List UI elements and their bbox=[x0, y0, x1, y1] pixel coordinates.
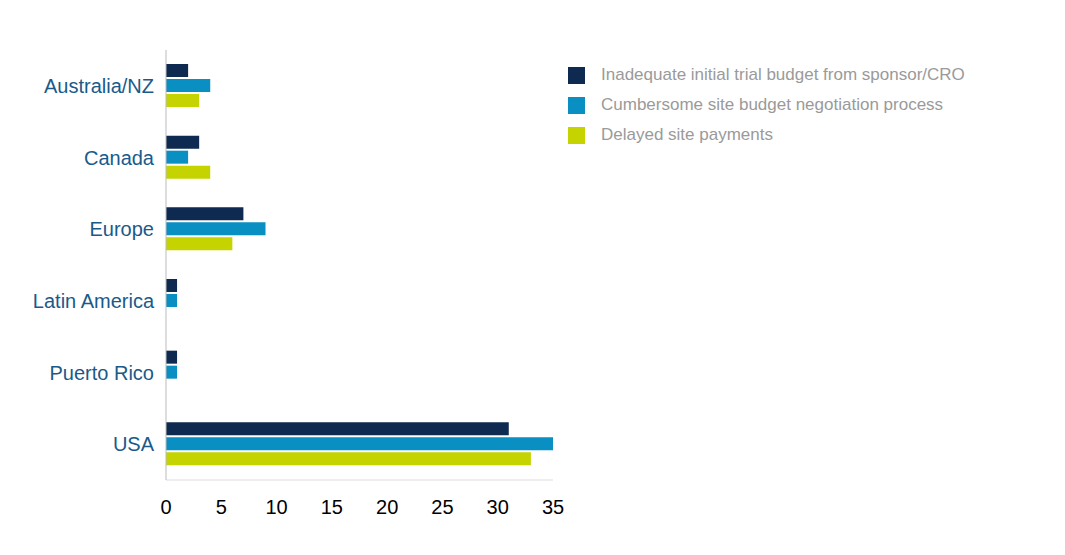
svg-text:0: 0 bbox=[160, 496, 171, 518]
html-text:Inadequate initial trial budge: Inadequate initial trial budget from spo… bbox=[601, 65, 965, 84]
html-text:Cumbersome site budget negotia: Cumbersome site budget negotiation proce… bbox=[601, 95, 944, 114]
svg-text:Australia/NZ: Australia/NZ bbox=[44, 75, 154, 97]
svg-text:Puerto Rico: Puerto Rico bbox=[50, 362, 155, 384]
svg-text:25: 25 bbox=[431, 496, 453, 518]
svg-text:35: 35 bbox=[542, 496, 564, 518]
svg-text:30: 30 bbox=[487, 496, 509, 518]
html-text:Delayed site payments: Delayed site payments bbox=[601, 125, 773, 144]
svg-text:20: 20 bbox=[376, 496, 398, 518]
svg-text:5: 5 bbox=[216, 496, 227, 518]
svg-text:Canada: Canada bbox=[84, 147, 155, 169]
svg-text:10: 10 bbox=[265, 496, 287, 518]
svg-text:Latin America: Latin America bbox=[33, 290, 155, 312]
svg-text:15: 15 bbox=[321, 496, 343, 518]
svg-text:USA: USA bbox=[113, 433, 155, 455]
svg-text:Europe: Europe bbox=[90, 218, 155, 240]
